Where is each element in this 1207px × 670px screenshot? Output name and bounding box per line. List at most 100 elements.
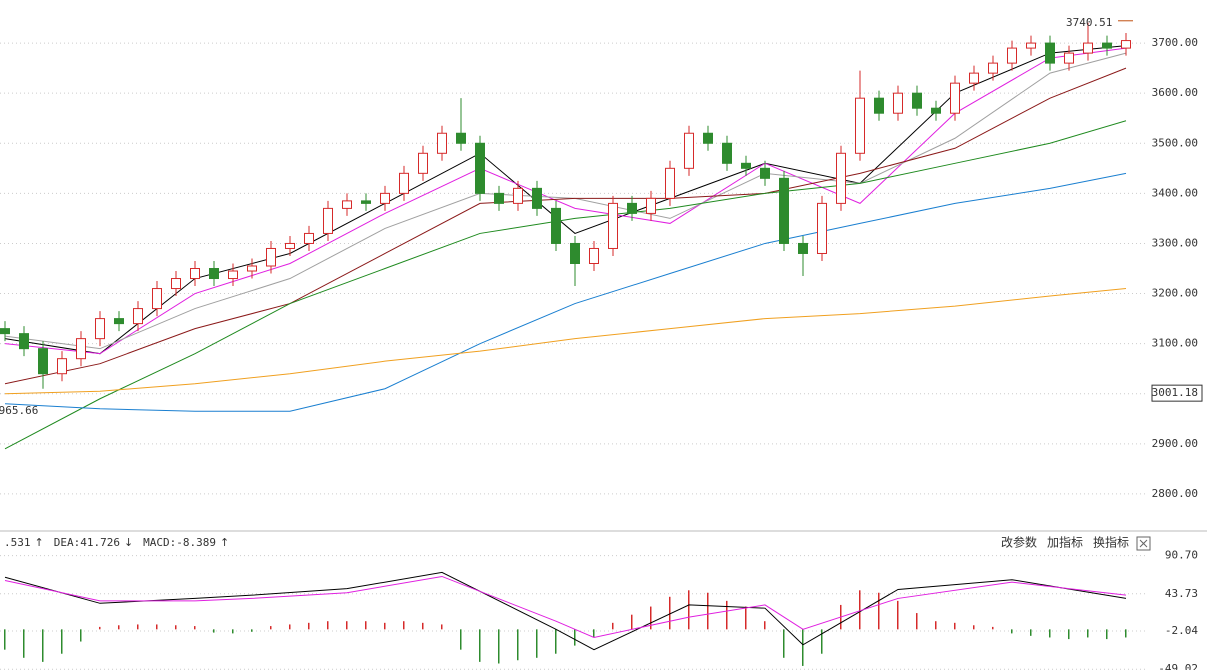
macd-bar <box>650 606 652 630</box>
candle-body <box>570 242 580 264</box>
macd-bar <box>403 621 405 630</box>
y-tick-label: 3600.00 <box>1152 86 1198 99</box>
macd-bar <box>631 614 633 630</box>
candle-body <box>76 338 86 360</box>
candle-body <box>38 348 48 375</box>
candle-body <box>247 265 257 272</box>
macd-bar <box>384 622 386 630</box>
candle-body <box>342 200 352 209</box>
close-indicator[interactable] <box>1136 536 1151 551</box>
candle-body <box>285 242 295 249</box>
candle-body <box>171 278 181 290</box>
macd-bar <box>574 629 576 646</box>
y-tick-label: 90.70 <box>1165 549 1198 562</box>
candle-body <box>133 308 143 325</box>
macd-bar <box>498 629 500 664</box>
macd-bar <box>251 629 253 632</box>
candle-body <box>817 202 827 254</box>
legend-label: .531 <box>4 536 31 549</box>
candle-body <box>1121 40 1131 49</box>
macd-bar <box>1125 629 1127 638</box>
indicator-line <box>4 575 1127 638</box>
macd-bar <box>821 629 823 654</box>
candle-body <box>456 132 466 144</box>
candle-body <box>1045 42 1055 64</box>
candle-body <box>1064 52 1074 64</box>
macd-bar <box>878 592 880 630</box>
macd-bar <box>441 624 443 630</box>
y-tick-label: 3300.00 <box>1152 236 1198 249</box>
macd-bar <box>346 621 348 630</box>
candle-body <box>380 192 390 204</box>
candle-body <box>722 142 732 164</box>
macd-bar <box>118 625 120 630</box>
candle-body <box>418 152 428 174</box>
close-icon <box>1139 539 1148 548</box>
candle-body <box>152 288 162 310</box>
macd-bar <box>897 600 899 630</box>
candle-body <box>855 97 865 154</box>
macd-bar <box>764 621 766 630</box>
macd-bar <box>61 629 63 654</box>
indicator-button[interactable]: 换指标 <box>1093 535 1129 550</box>
candle-body <box>437 132 447 154</box>
candle-body <box>361 200 371 204</box>
candle-body <box>950 82 960 114</box>
candle-body <box>19 333 29 350</box>
y-tick-label: 3200.00 <box>1152 287 1198 300</box>
macd-bar <box>973 625 975 630</box>
indicator-button[interactable]: 加指标 <box>1047 535 1083 550</box>
indicator-line <box>4 120 1127 450</box>
candle-body <box>912 92 922 109</box>
indicator-line <box>4 288 1127 395</box>
macd-bar <box>1068 629 1070 640</box>
candle-body <box>494 192 504 204</box>
y-tick-label: 3700.00 <box>1152 36 1198 49</box>
y-tick-label: -2.04 <box>1165 624 1198 637</box>
candle-body <box>779 177 789 244</box>
macd-bar <box>669 596 671 630</box>
candle-body <box>228 270 238 280</box>
candle-body <box>798 242 808 254</box>
candle-body <box>1026 42 1036 49</box>
candle-body <box>684 132 694 169</box>
macd-bar <box>80 629 82 642</box>
candle-body <box>1007 47 1017 64</box>
candle-body <box>114 318 124 325</box>
macd-bar <box>42 629 44 662</box>
macd-bar <box>612 622 614 630</box>
macd-bar <box>916 613 918 630</box>
macd-bar <box>536 629 538 658</box>
macd-bar <box>802 629 804 666</box>
macd-bar <box>707 592 709 630</box>
candle-body <box>608 202 618 249</box>
macd-bar <box>137 624 139 630</box>
indicator-line <box>4 67 1127 385</box>
legend-arrow: ↑ <box>220 536 229 549</box>
macd-bar <box>726 600 728 630</box>
candle-body <box>323 207 333 234</box>
macd-bar <box>1087 629 1089 638</box>
candle-body <box>741 162 751 169</box>
candle-body <box>1102 42 1112 49</box>
y-tick-label: -49.02 <box>1158 662 1198 670</box>
indicator-button[interactable]: 改参数 <box>1001 535 1037 550</box>
candle-body <box>627 202 637 214</box>
legend-label: MACD:-8.389 <box>143 536 216 549</box>
candle-body <box>760 167 770 179</box>
high-marker: 3740.51 <box>1066 16 1112 29</box>
macd-bar <box>688 590 690 630</box>
candle-body <box>646 197 656 214</box>
crosshair-label: 3001.18 <box>1152 386 1198 399</box>
candle-body <box>836 152 846 204</box>
macd-bar <box>4 629 6 650</box>
indicator-line <box>4 172 1127 412</box>
candle-body <box>95 318 105 340</box>
macd-bar <box>954 622 956 630</box>
candle-body <box>57 358 67 375</box>
legend-label: DEA:41.726 <box>54 536 120 549</box>
macd-bar <box>327 621 329 630</box>
y-tick-label: 3400.00 <box>1152 186 1198 199</box>
macd-bar <box>593 629 595 638</box>
